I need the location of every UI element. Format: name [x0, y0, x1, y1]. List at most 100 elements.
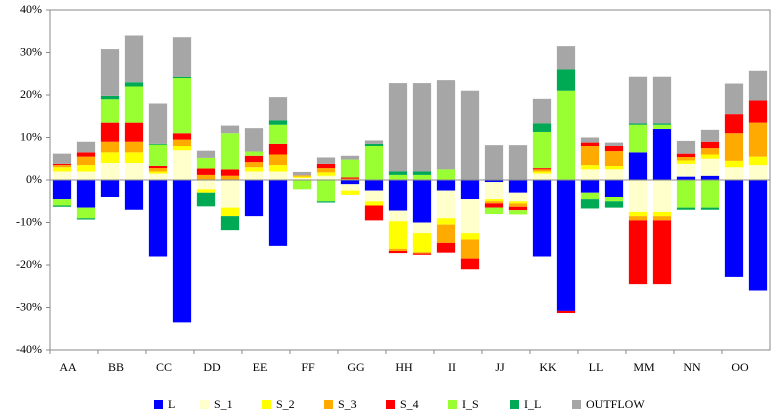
bar-segment [700, 129, 720, 142]
bar-segment [556, 90, 576, 180]
bar-segment [628, 76, 648, 124]
bar-segment [388, 248, 408, 251]
bar-segment [580, 137, 600, 143]
bar-segment [316, 163, 336, 169]
bar-segment [268, 165, 288, 172]
bar-segment [316, 172, 336, 176]
x-tick-label: OO [731, 360, 749, 374]
bar-segment [340, 159, 360, 178]
bar-segment [508, 180, 528, 193]
bar-segment [724, 83, 744, 115]
bar-segment [652, 123, 672, 125]
bar-segment [580, 142, 600, 146]
legend-label: I_S [462, 397, 479, 411]
y-tick-label: 30% [20, 44, 42, 58]
y-tick-label: -20% [16, 257, 42, 271]
bar-segment [436, 169, 456, 180]
legend-label: S_1 [214, 397, 233, 411]
bar-segment [676, 176, 696, 180]
bar-segment [556, 69, 576, 91]
bar-segment [676, 140, 696, 154]
legend-swatch [510, 400, 519, 409]
bar-segment [124, 86, 144, 123]
bar-segment [268, 171, 288, 180]
bar-segment [628, 211, 648, 217]
x-tick-label: MM [633, 360, 655, 374]
bar-segment [388, 83, 408, 172]
bar-segment [676, 160, 696, 164]
bar-segment [580, 146, 600, 166]
bar-segment [412, 174, 432, 180]
legend-label: S_2 [276, 397, 295, 411]
bar-segment [508, 145, 528, 180]
bar-segment [100, 122, 120, 142]
x-tick-label: JJ [495, 360, 505, 374]
bar-segment [364, 190, 384, 202]
bar-segment [172, 146, 192, 151]
bar-segment [172, 78, 192, 134]
bar-segment [580, 169, 600, 180]
bar-segment [460, 258, 480, 270]
bar-segment [52, 171, 72, 180]
bar-segment [676, 207, 696, 210]
bar-segment [268, 154, 288, 166]
bar-segment [628, 216, 648, 221]
bar-segment [172, 133, 192, 140]
bar-segment [364, 146, 384, 180]
bar-segment [292, 171, 312, 176]
bar-segment [484, 182, 504, 200]
bar-segment [604, 197, 624, 202]
bar-segment [52, 165, 72, 168]
bar-segment [364, 140, 384, 144]
bar-segment [436, 190, 456, 219]
bar-segment [124, 82, 144, 87]
bar-segment [220, 125, 240, 134]
bar-segment [484, 207, 504, 214]
bar-segment [340, 180, 360, 185]
bar-segment [172, 139, 192, 146]
bar-segment [460, 239, 480, 259]
y-tick-label: -40% [16, 342, 42, 356]
bar-segment [52, 180, 72, 200]
bar-segment [412, 252, 432, 254]
legend-swatch [200, 400, 209, 409]
bar-segment [532, 180, 552, 257]
bar-segment [172, 76, 192, 78]
bar-segment [100, 95, 120, 100]
bar-segment [100, 141, 120, 153]
legend-swatch [154, 400, 163, 409]
bar-segment [196, 174, 216, 180]
bar-segment [460, 233, 480, 240]
bar-segment [316, 180, 336, 202]
x-tick-label: KK [539, 360, 557, 374]
bar-segment [412, 253, 432, 255]
bar-segment [124, 180, 144, 210]
bar-segment [604, 151, 624, 166]
bar-segment [532, 173, 552, 180]
bar-segment [508, 210, 528, 215]
bar-segment [340, 155, 360, 160]
bar-segment [196, 150, 216, 158]
bar-segment [700, 148, 720, 155]
bar-segment [100, 49, 120, 96]
bar-segment [388, 174, 408, 180]
bar-segment [652, 76, 672, 124]
x-tick-label: DD [203, 360, 221, 374]
bar-segment [532, 131, 552, 169]
bar-segment [436, 80, 456, 170]
bar-segment [388, 171, 408, 175]
legend-label: L [168, 397, 175, 411]
x-tick-label: II [448, 360, 456, 374]
bar-segment [340, 184, 360, 191]
bar-segment [724, 180, 744, 277]
bar-segment [52, 199, 72, 206]
bar-segment [436, 180, 456, 191]
bar-segment [700, 141, 720, 149]
bar-segment [292, 180, 312, 190]
bar-segment [508, 192, 528, 202]
bar-segment [700, 158, 720, 176]
legend-swatch [572, 400, 581, 409]
bar-segment [628, 180, 648, 212]
bar-segment [676, 153, 696, 158]
legend-swatch [386, 400, 395, 409]
